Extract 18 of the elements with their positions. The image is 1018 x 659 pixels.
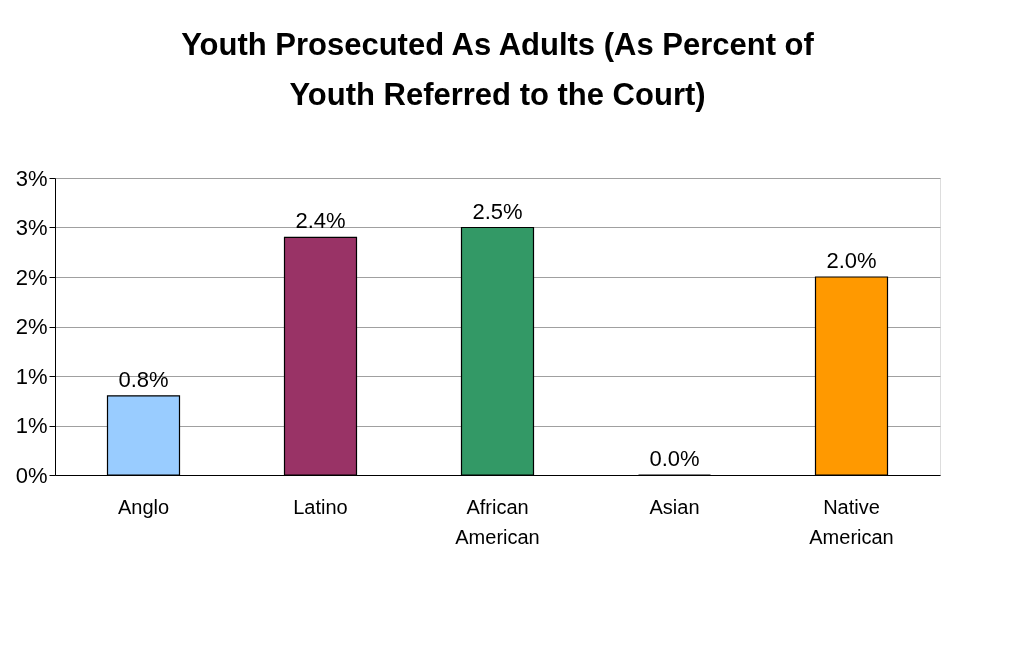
- data-label: 2.4%: [295, 208, 346, 234]
- y-tick-label: 3%: [15, 215, 48, 240]
- x-tick-label: Latino: [293, 495, 348, 518]
- x-tick-label: Native American: [809, 495, 894, 548]
- y-tick-label: 3%: [15, 165, 48, 191]
- data-label: 2.5%: [472, 198, 523, 224]
- y-tick-label: 0%: [15, 462, 48, 488]
- data-label: 0.8%: [118, 366, 169, 392]
- y-tick-label: 1%: [15, 413, 48, 438]
- y-tick-label: 1%: [15, 363, 48, 389]
- y-tick-label: 2%: [15, 264, 48, 290]
- x-tick-label: Anglo: [117, 495, 170, 518]
- x-tick-label: Asian: [649, 495, 700, 518]
- y-tick-label: 2%: [15, 314, 48, 339]
- data-label: 2.0%: [826, 248, 877, 273]
- chart-title: Youth Prosecuted As Adults (As Percent of Youth Referred to the Court): [181, 27, 815, 112]
- data-label: 0.0%: [649, 446, 700, 471]
- x-tick-label: African American: [455, 495, 540, 548]
